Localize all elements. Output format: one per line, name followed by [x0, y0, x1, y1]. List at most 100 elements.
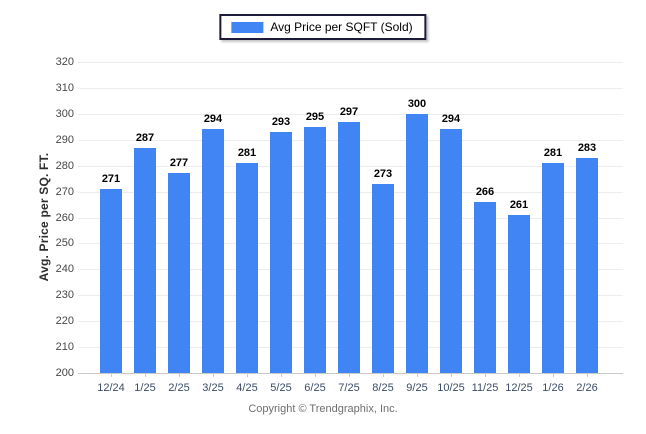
- bar-slot: 294: [196, 62, 230, 373]
- bar-slot: 287: [128, 62, 162, 373]
- x-axis-tick-label: 2/25: [168, 382, 190, 394]
- x-axis-tick: [519, 373, 520, 377]
- bar-value-label: 283: [577, 141, 597, 154]
- x-axis-tick: [247, 373, 248, 377]
- bar-slot: 281: [230, 62, 264, 373]
- bar-value-label: 287: [135, 131, 155, 144]
- y-axis-tick-label: 320: [55, 56, 74, 68]
- x-axis-tick: [349, 373, 350, 377]
- bar-value-label: 295: [305, 110, 325, 123]
- bar-value-label: 297: [339, 105, 359, 118]
- y-axis-tick-label: 250: [55, 237, 74, 250]
- x-axis-tick-label: 4/25: [236, 382, 258, 394]
- bar-slot: 277: [162, 62, 196, 373]
- y-axis-tick-label: 310: [55, 81, 74, 94]
- bar-slot: 271: [94, 62, 128, 373]
- x-axis-tick: [179, 373, 180, 377]
- x-axis-slot: 8/25: [366, 373, 400, 396]
- x-axis-slot: 1/25: [128, 373, 162, 396]
- x-axis-slot: 12/25: [502, 373, 536, 396]
- x-axis-slot: 10/25: [434, 373, 468, 396]
- y-axis-tick-label: 240: [55, 263, 74, 276]
- x-axis-tick-label: 9/25: [406, 382, 428, 394]
- x-axis-slot: 9/25: [400, 373, 434, 396]
- bar-value-label: 281: [543, 147, 563, 160]
- bar-value-label: 281: [237, 147, 257, 160]
- x-axis-tick: [111, 373, 112, 377]
- y-axis-tick-label: 230: [55, 289, 74, 302]
- bar[interactable]: [406, 113, 428, 373]
- bar-slot: 293: [264, 62, 298, 373]
- x-axis-slot: 12/24: [94, 373, 128, 396]
- y-axis-tick-label: 280: [55, 159, 74, 172]
- bar[interactable]: [372, 183, 394, 373]
- y-axis-tick-label: 300: [55, 107, 74, 120]
- x-axis-tick: [281, 373, 282, 377]
- x-axis-tick: [213, 373, 214, 377]
- y-axis-title: Avg. Price per SQ. FT.: [37, 152, 51, 282]
- x-axis-slot: 7/25: [332, 373, 366, 396]
- y-axis-tick-label: 260: [55, 211, 74, 224]
- bar-slot: 283: [570, 62, 604, 373]
- y-axis-tick-label: 290: [55, 133, 74, 146]
- x-axis-slot: 1/26: [536, 373, 570, 396]
- x-axis-tick: [383, 373, 384, 377]
- bar-slot: 294: [434, 62, 468, 373]
- bar-value-label: 293: [271, 115, 291, 128]
- bar[interactable]: [542, 163, 564, 373]
- bar-value-label: 266: [475, 185, 495, 198]
- bar[interactable]: [338, 121, 360, 373]
- y-axis-tick-label: 200: [55, 367, 74, 379]
- bar[interactable]: [304, 126, 326, 373]
- bar-value-label: 300: [407, 97, 427, 110]
- x-axis-slot: 11/25: [468, 373, 502, 396]
- bar-series: 271 287 277 294 281 293 295 297 273 300 294 266 261 2…: [94, 62, 604, 373]
- x-axis-tick-label: 3/25: [202, 382, 224, 394]
- bar[interactable]: [134, 147, 156, 373]
- x-axis-tick-label: 11/25: [471, 382, 499, 394]
- x-axis-tick: [417, 373, 418, 377]
- bar[interactable]: [270, 131, 292, 373]
- gridline: [78, 62, 623, 63]
- bar[interactable]: [236, 163, 258, 373]
- x-axis-tick-label: 1/25: [134, 382, 156, 394]
- bar-slot: 261: [502, 62, 536, 373]
- x-axis-slot: 5/25: [264, 373, 298, 396]
- bar[interactable]: [440, 129, 462, 373]
- x-axis-tick: [315, 373, 316, 377]
- bar-slot: 300: [400, 62, 434, 373]
- y-axis-tick-label: 210: [55, 341, 74, 354]
- x-axis-tick: [553, 373, 554, 377]
- x-axis-tick-label: 12/24: [97, 382, 125, 394]
- bar[interactable]: [576, 157, 598, 373]
- x-axis-slot: 2/25: [162, 373, 196, 396]
- x-axis-tick-label: 5/25: [270, 382, 292, 394]
- x-axis-tick: [485, 373, 486, 377]
- x-axis-tick-label: 10/25: [437, 382, 465, 394]
- x-axis-slot: 2/26: [570, 373, 604, 396]
- bar[interactable]: [202, 129, 224, 373]
- bar-slot: 295: [298, 62, 332, 373]
- gridline: [78, 373, 623, 374]
- bar[interactable]: [474, 201, 496, 373]
- y-axis-tick-label: 220: [55, 315, 74, 328]
- bar[interactable]: [168, 173, 190, 373]
- bar-slot: 273: [366, 62, 400, 373]
- legend: Avg Price per SQFT (Sold): [219, 14, 427, 40]
- x-axis-slot: 6/25: [298, 373, 332, 396]
- x-axis-slot: 4/25: [230, 373, 264, 396]
- bar[interactable]: [508, 214, 530, 373]
- bar-value-label: 261: [509, 198, 529, 211]
- bar-slot: 281: [536, 62, 570, 373]
- x-axis-tick: [587, 373, 588, 377]
- bar[interactable]: [100, 189, 122, 373]
- bar-value-label: 277: [169, 157, 189, 170]
- x-axis-tick: [451, 373, 452, 377]
- legend-swatch-icon: [231, 21, 264, 33]
- x-axis-tick-label: 6/25: [304, 382, 326, 394]
- gridline: [78, 113, 623, 115]
- bar-value-label: 271: [101, 173, 121, 185]
- x-axis-tick-label: 7/25: [338, 382, 360, 394]
- x-axis-slot: 3/25: [196, 373, 230, 396]
